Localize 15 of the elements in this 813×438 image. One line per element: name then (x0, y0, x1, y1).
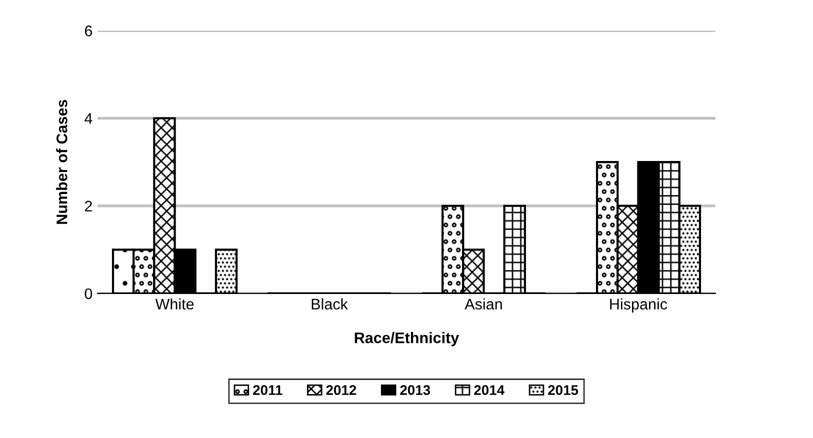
y-tick-label: 4 (84, 113, 92, 124)
x-axis-title: Race/Ethnicity (354, 332, 460, 346)
x-tick-label: White (155, 298, 194, 310)
y-tick-label: 6 (84, 26, 92, 36)
legend-label: 2011 (253, 385, 282, 395)
x-tick-label: Black (312, 298, 348, 310)
x-tick-label: Asian (464, 298, 502, 310)
legend-label: 2012 (326, 385, 356, 395)
legend-label: 2014 (474, 385, 504, 395)
y-tick-label: 0 (84, 288, 92, 300)
legend-label: 2013 (400, 385, 430, 396)
y-tick-label: 2 (84, 200, 92, 212)
y-axis-title: Number of Cases (56, 100, 68, 224)
legend-label: 2015 (548, 385, 578, 395)
x-tick-label: Hispanic (610, 298, 668, 313)
